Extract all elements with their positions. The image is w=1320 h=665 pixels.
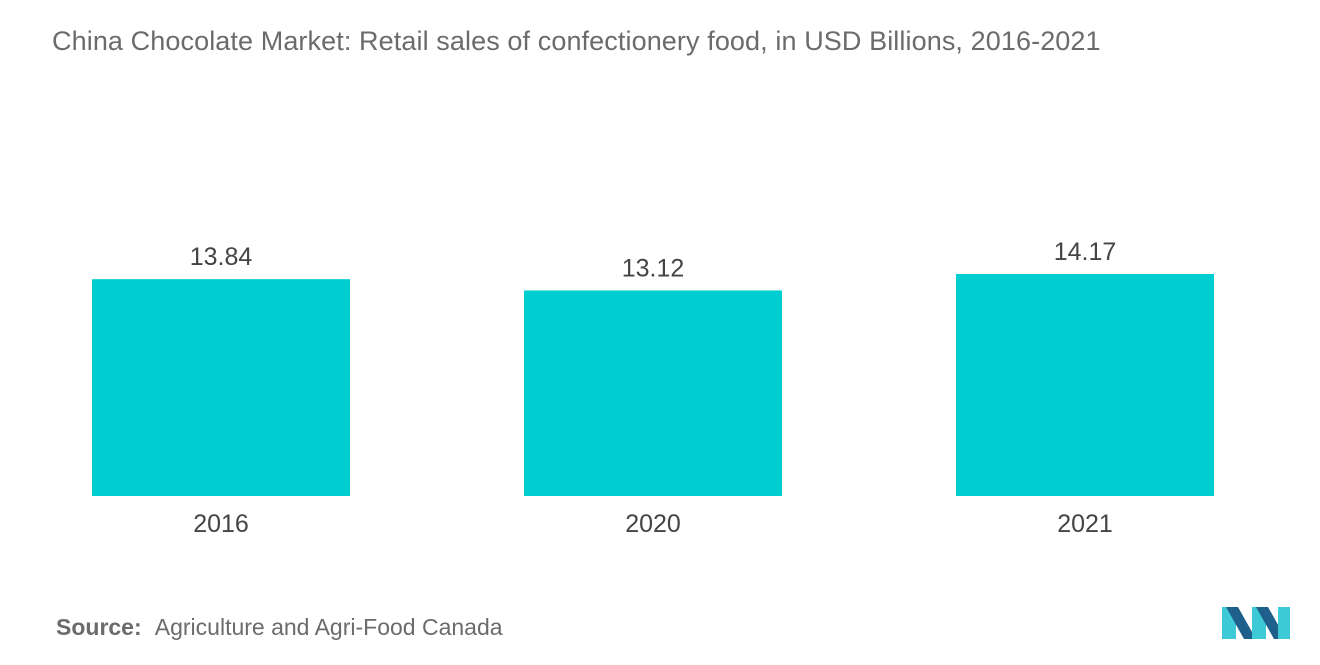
category-label-2016: 2016 [193, 510, 249, 538]
bar-chart: 13.84 13.12 14.17 2016 2020 2021 [92, 238, 1214, 538]
bars-layer [92, 274, 1214, 496]
category-labels-layer: 2016 2020 2021 [193, 510, 1113, 538]
bar-2021 [956, 274, 1214, 496]
logo-shape-diagonal-left [1226, 607, 1256, 639]
value-label-2016: 13.84 [190, 243, 253, 271]
bar-2016 [92, 279, 350, 496]
chart-title: China Chocolate Market: Retail sales of … [52, 26, 1101, 56]
bar-2020 [524, 290, 782, 496]
logo-shape-right [1278, 607, 1290, 639]
source-label: Source: [56, 614, 142, 640]
category-label-2021: 2021 [1057, 510, 1113, 538]
value-label-2021: 14.17 [1054, 238, 1117, 266]
category-label-2020: 2020 [625, 510, 681, 538]
value-labels-layer: 13.84 13.12 14.17 [190, 238, 1117, 282]
source-text: Agriculture and Agri-Food Canada [154, 614, 503, 640]
mordor-intelligence-logo-icon [1222, 607, 1290, 639]
value-label-2020: 13.12 [622, 254, 685, 282]
source-note: Source: Agriculture and Agri-Food Canada [56, 614, 503, 641]
